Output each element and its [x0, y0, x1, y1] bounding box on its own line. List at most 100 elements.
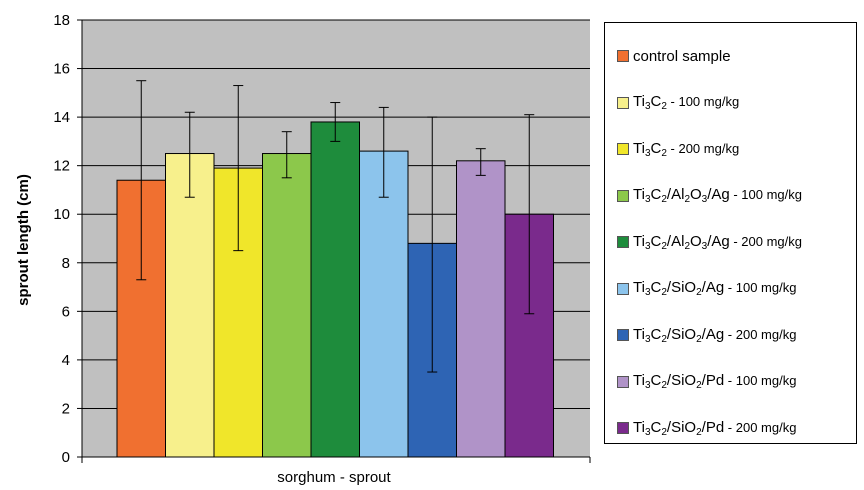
bar: [262, 153, 312, 458]
label-subscript: 2: [696, 380, 702, 391]
label-text: Ti: [633, 93, 645, 110]
legend-swatch: [617, 50, 629, 62]
label-text: C: [650, 325, 662, 343]
label-text: Ti: [633, 279, 645, 296]
label-text: /Al: [666, 186, 685, 203]
label-text: /Ag: [707, 232, 730, 250]
y-tick-label: 6: [62, 303, 70, 320]
label-text: - 200 mg/kg: [724, 326, 797, 342]
bar: [456, 160, 506, 458]
label-text: /SiO: [666, 418, 697, 436]
label-subscript: 2: [661, 101, 667, 112]
label-text: /Pd: [701, 372, 725, 389]
label-subscript: 3: [701, 240, 708, 252]
label-text: - 200 mg/kg: [729, 233, 803, 249]
bars: [116, 121, 554, 458]
legend-swatch: [617, 422, 629, 434]
label-text: /Ag: [701, 325, 725, 343]
label-subscript: 2: [696, 287, 702, 298]
legend-label: Ti3C2/SiO2/Pd - 100 mg/kg: [633, 372, 796, 391]
y-tick-label: 4: [62, 352, 70, 369]
label-text: Ti: [633, 325, 645, 343]
label-text: - 200 mg/kg: [666, 140, 740, 156]
y-tick-label: 18: [53, 12, 70, 29]
label-text: Ti: [633, 139, 645, 157]
label-text: /SiO: [666, 279, 697, 296]
label-subscript: 3: [644, 240, 651, 252]
y-tick-label: 8: [62, 255, 70, 272]
label-subscript: 3: [644, 380, 651, 391]
legend-swatch: [617, 189, 629, 202]
legend-item: Ti3C2/SiO2/Pd - 100 mg/kg: [617, 371, 796, 393]
legend-label: control sample: [633, 48, 731, 65]
label-text: - 100 mg/kg: [729, 187, 803, 202]
legend-item: Ti3C2/SiO2/Ag - 100 mg/kg: [617, 278, 796, 300]
label-text: /SiO: [666, 372, 697, 389]
y-tick-label: 0: [62, 449, 70, 466]
label-text: /Pd: [701, 418, 725, 436]
legend-swatch: [617, 96, 629, 109]
legend-item: Ti3C2 - 200 mg/kg: [617, 138, 739, 160]
y-tick-label: 10: [53, 206, 70, 223]
label-subscript: 2: [661, 380, 667, 391]
label-text: Ti: [633, 186, 645, 203]
axes: [77, 19, 591, 463]
label-text: control sample: [633, 47, 731, 65]
label-text: O: [690, 232, 702, 250]
label-text: - 100 mg/kg: [724, 280, 797, 295]
label-subscript: 2: [696, 333, 702, 345]
label-subscript: 2: [661, 240, 667, 252]
y-axis-label: sprout length (cm): [15, 174, 32, 306]
bar: [310, 121, 360, 458]
legend-label: Ti3C2 - 100 mg/kg: [633, 93, 739, 112]
label-text: C: [650, 93, 662, 110]
label-subscript: 2: [661, 147, 667, 159]
label-subscript: 3: [644, 333, 651, 345]
legend-label: Ti3C2/SiO2/Pd - 200 mg/kg: [633, 419, 796, 438]
legend-swatch: [617, 236, 629, 248]
label-text: /Ag: [707, 186, 730, 203]
label-text: C: [650, 139, 662, 157]
y-tick-label: 16: [53, 61, 70, 78]
legend: control sample Ti3C2 - 100 mg/kg Ti3C2 - 2…: [604, 22, 857, 444]
label-text: C: [650, 418, 662, 436]
legend-label: Ti3C2/Al2O3/Ag - 200 mg/kg: [633, 233, 802, 252]
legend-swatch: [617, 143, 629, 155]
label-text: C: [650, 279, 662, 296]
label-subscript: 3: [644, 426, 651, 438]
label-text: - 100 mg/kg: [724, 373, 797, 388]
label-text: Ti: [633, 372, 645, 389]
y-tick-label: 2: [62, 400, 70, 417]
legend-label: Ti3C2/Al2O3/Ag - 100 mg/kg: [633, 186, 802, 205]
label-text: O: [690, 186, 702, 203]
label-subscript: 2: [684, 194, 690, 205]
label-text: - 200 mg/kg: [724, 419, 797, 435]
legend-item: Ti3C2/SiO2/Ag - 200 mg/kg: [617, 324, 796, 346]
label-subscript: 3: [644, 147, 651, 159]
legend-item: Ti3C2/SiO2/Pd - 200 mg/kg: [617, 417, 796, 439]
legend-item: Ti3C2/Al2O3/Ag - 200 mg/kg: [617, 231, 802, 253]
label-subscript: 2: [661, 333, 667, 345]
y-tick-label: 12: [53, 158, 70, 175]
legend-swatch: [617, 329, 629, 341]
y-tick-label: 14: [53, 109, 70, 126]
legend-swatch: [617, 282, 629, 295]
legend-label: Ti3C2/SiO2/Ag - 100 mg/kg: [633, 279, 796, 298]
legend-item: Ti3C2 - 100 mg/kg: [617, 92, 739, 114]
label-text: /Ag: [701, 279, 725, 296]
label-text: C: [650, 232, 662, 250]
x-category-label: sorghum - sprout: [277, 469, 391, 486]
label-text: C: [650, 186, 662, 203]
label-subscript: 2: [661, 426, 667, 438]
error-bars: [136, 80, 535, 373]
y-tick-labels: 0 2 4 6 8 10 12 14 16 18: [53, 12, 70, 466]
legend-item: Ti3C2/Al2O3/Ag - 100 mg/kg: [617, 185, 802, 207]
bar: [165, 153, 215, 458]
label-text: - 100 mg/kg: [666, 94, 740, 109]
label-subscript: 2: [684, 240, 690, 252]
legend-label: Ti3C2 - 200 mg/kg: [633, 140, 739, 159]
label-subscript: 3: [644, 194, 651, 205]
label-subscript: 2: [661, 194, 667, 205]
label-subscript: 3: [644, 287, 651, 298]
